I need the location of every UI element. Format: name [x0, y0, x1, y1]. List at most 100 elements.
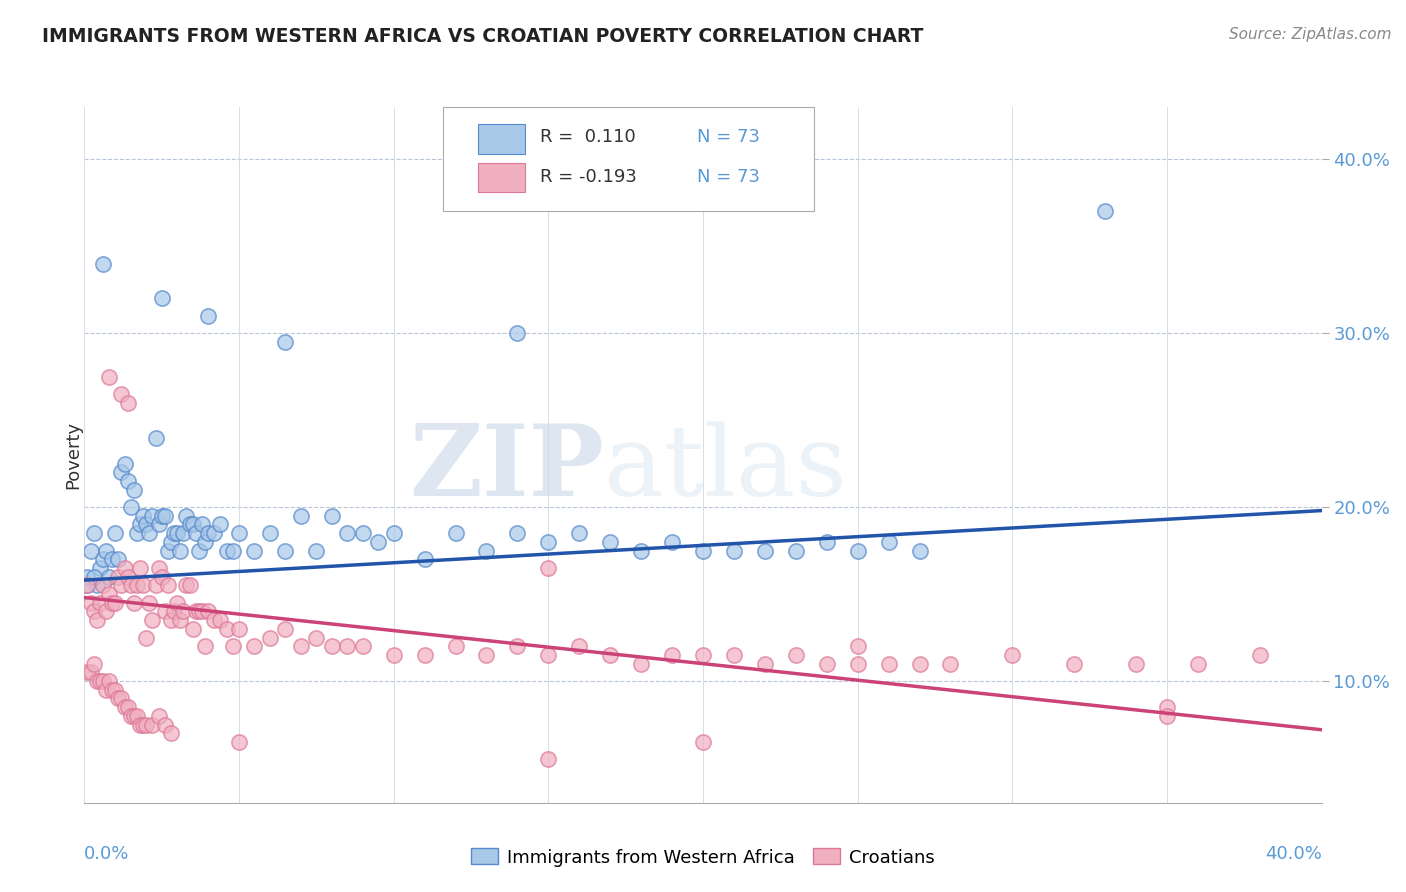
Point — [321, 639, 343, 653]
Point — [166, 596, 188, 610]
Point — [86, 578, 108, 592]
Point — [110, 387, 132, 401]
Point — [209, 613, 232, 627]
Point — [939, 657, 962, 671]
Point — [163, 605, 186, 619]
Point — [1063, 657, 1085, 671]
Point — [908, 543, 931, 558]
Point — [537, 752, 560, 766]
Y-axis label: Poverty: Poverty — [65, 421, 82, 489]
Point — [120, 500, 142, 514]
Point — [846, 543, 869, 558]
Text: IMMIGRANTS FROM WESTERN AFRICA VS CROATIAN POVERTY CORRELATION CHART: IMMIGRANTS FROM WESTERN AFRICA VS CROATI… — [42, 27, 924, 45]
Point — [506, 326, 529, 340]
Point — [444, 526, 467, 541]
Point — [101, 682, 124, 697]
Point — [125, 708, 148, 723]
Point — [243, 543, 266, 558]
Point — [228, 735, 250, 749]
Point — [98, 587, 121, 601]
Point — [290, 508, 312, 523]
Point — [148, 561, 170, 575]
Point — [83, 526, 105, 541]
Point — [169, 543, 191, 558]
Text: ZIP: ZIP — [409, 420, 605, 517]
Point — [83, 569, 105, 583]
Text: Source: ZipAtlas.com: Source: ZipAtlas.com — [1229, 27, 1392, 42]
Point — [215, 622, 238, 636]
Point — [176, 578, 198, 592]
Point — [215, 543, 238, 558]
Point — [908, 657, 931, 671]
Point — [101, 596, 124, 610]
Text: N = 73: N = 73 — [697, 168, 759, 186]
Point — [79, 596, 101, 610]
Point — [290, 639, 312, 653]
Point — [160, 534, 183, 549]
Point — [132, 717, 155, 731]
Point — [187, 543, 209, 558]
Point — [89, 561, 111, 575]
Point — [815, 657, 838, 671]
Point — [1187, 657, 1209, 671]
FancyBboxPatch shape — [443, 107, 814, 211]
Point — [259, 631, 281, 645]
Point — [145, 430, 167, 444]
Text: atlas: atlas — [605, 421, 846, 516]
Point — [754, 543, 776, 558]
Point — [141, 508, 163, 523]
Point — [1125, 657, 1147, 671]
Point — [110, 691, 132, 706]
Point — [110, 578, 132, 592]
Point — [222, 543, 245, 558]
Point — [114, 457, 136, 471]
Legend: Immigrants from Western Africa, Croatians: Immigrants from Western Africa, Croatian… — [464, 841, 942, 874]
Point — [91, 256, 114, 270]
Point — [352, 526, 374, 541]
Text: 0.0%: 0.0% — [84, 845, 129, 863]
Point — [129, 717, 152, 731]
Point — [228, 622, 250, 636]
Point — [91, 552, 114, 566]
Point — [568, 639, 591, 653]
Point — [568, 526, 591, 541]
Point — [1001, 648, 1024, 662]
Point — [76, 665, 98, 680]
Point — [630, 543, 652, 558]
Point — [877, 657, 900, 671]
Point — [98, 674, 121, 689]
Point — [150, 569, 173, 583]
Point — [117, 700, 139, 714]
Point — [202, 526, 225, 541]
Point — [176, 508, 198, 523]
Point — [187, 605, 209, 619]
Point — [274, 334, 297, 349]
Point — [537, 561, 560, 575]
Point — [145, 578, 167, 592]
Point — [76, 569, 98, 583]
Point — [141, 717, 163, 731]
Point — [537, 534, 560, 549]
Point — [104, 526, 127, 541]
Point — [336, 526, 359, 541]
Point — [692, 735, 714, 749]
Point — [352, 639, 374, 653]
Point — [148, 517, 170, 532]
Point — [179, 517, 201, 532]
Point — [107, 552, 129, 566]
Point — [125, 526, 148, 541]
Point — [135, 717, 157, 731]
Point — [120, 708, 142, 723]
Point — [86, 613, 108, 627]
Text: 40.0%: 40.0% — [1265, 845, 1322, 863]
Point — [413, 552, 436, 566]
Text: N = 73: N = 73 — [697, 128, 759, 146]
Point — [202, 613, 225, 627]
Point — [506, 639, 529, 653]
Point — [122, 596, 145, 610]
Point — [475, 648, 498, 662]
Point — [191, 517, 214, 532]
Point — [599, 648, 621, 662]
Point — [184, 526, 207, 541]
Point — [169, 613, 191, 627]
